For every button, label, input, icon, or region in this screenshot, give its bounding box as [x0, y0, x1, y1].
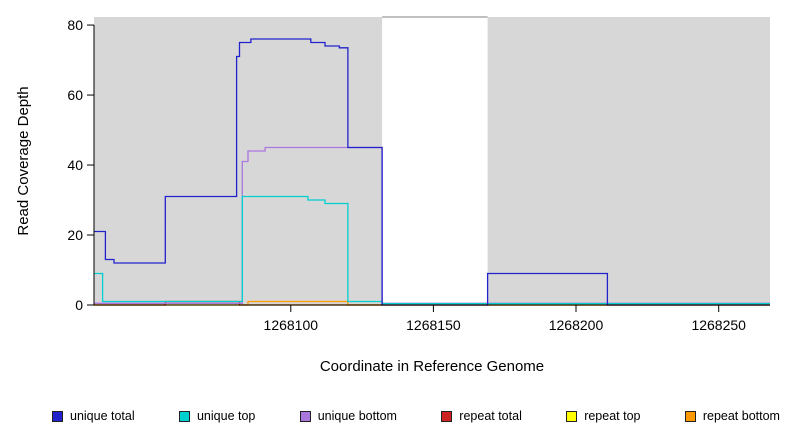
legend-label-unique-total: unique total [70, 409, 135, 423]
legend-swatch-repeat-total [441, 410, 453, 422]
x-axis-label: Coordinate in Reference Genome [320, 358, 544, 375]
series-line-unique-top [94, 195, 770, 305]
legend-swatch-unique-bottom [299, 410, 311, 422]
legend-item-repeat-top: repeat top [566, 409, 640, 423]
x-tick-label: 1268200 [549, 317, 604, 333]
axes: 0 20 40 60 80 1268100 1268150 1268200 1268250 [67, 17, 770, 333]
legend-label-repeat-total: repeat total [459, 409, 522, 423]
legend-item-repeat-bottom: repeat bottom [684, 409, 780, 423]
legend-label-repeat-bottom: repeat bottom [702, 409, 780, 423]
y-tick-label: 80 [67, 17, 83, 33]
legend-item-unique-top: unique top [178, 409, 256, 423]
legend-swatch-repeat-top [566, 410, 578, 422]
y-tick-label: 40 [67, 157, 83, 173]
shaded-region [487, 17, 770, 305]
plot-svg: 0 20 40 60 80 1268100 1268150 1268200 1268250 Re… [15, 16, 770, 375]
y-tick-label: 60 [67, 87, 83, 103]
y-tick-label: 20 [67, 227, 83, 243]
shaded-region [94, 17, 383, 305]
x-tick-label: 1268150 [406, 317, 461, 333]
x-tick-label: 1268250 [691, 317, 746, 333]
plot-area [94, 16, 770, 306]
legend-item-unique-total: unique total [52, 409, 135, 423]
legend-swatch-unique-top [178, 410, 190, 422]
legend-label-unique-top: unique top [196, 409, 256, 423]
legend-label-unique-bottom: unique bottom [317, 409, 397, 423]
legend-item-repeat-total: repeat total [441, 409, 522, 423]
y-tick-label: 0 [75, 297, 83, 313]
legend-item-unique-bottom: unique bottom [299, 409, 397, 423]
legend: unique total unique top unique bottom re… [52, 409, 780, 423]
legend-label-repeat-top: repeat top [584, 409, 641, 423]
legend-swatch-repeat-bottom [684, 410, 696, 422]
y-axis-label: Read Coverage Depth [15, 86, 32, 235]
x-tick-label: 1268100 [264, 317, 319, 333]
legend-swatch-unique-total [52, 410, 63, 422]
